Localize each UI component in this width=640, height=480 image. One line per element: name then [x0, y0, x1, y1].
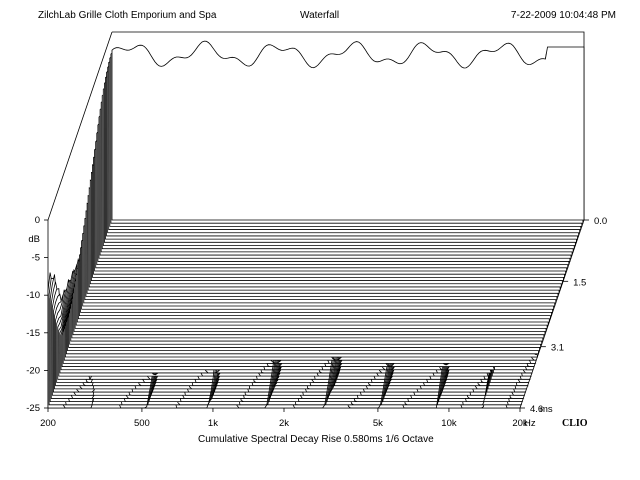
decay-slice — [111, 40, 585, 221]
z-axis-unit: ms — [540, 404, 553, 415]
y-tick-label: 0 — [35, 215, 40, 226]
y-axis-ticks: 0 -5 -10 -15 -20 -25 — [26, 215, 48, 414]
timestamp: 7-22-2009 10:04:48 PM — [510, 10, 616, 21]
y-tick-label: -10 — [26, 290, 40, 301]
chart-title: Waterfall — [300, 10, 340, 21]
z-axis-ticks: 0.0 1.5 3.1 4.6 — [520, 216, 607, 415]
y-tick-label: -25 — [26, 403, 40, 414]
y-tick-label: -15 — [26, 328, 40, 339]
x-tick-label: 5k — [373, 418, 383, 429]
clio-brand: CLIO — [562, 418, 588, 429]
y-tick-label: -20 — [26, 365, 40, 376]
y-axis-unit: dB — [28, 234, 40, 245]
z-tick-label: 0.0 — [594, 216, 607, 227]
left-top-edge — [47, 31, 113, 221]
x-tick-label: 10k — [441, 418, 457, 429]
x-axis-unit: Hz — [524, 418, 536, 429]
x-tick-label: 2k — [279, 418, 289, 429]
x-tick-label: 1k — [208, 418, 218, 429]
header-left-title: ZilchLab Grille Cloth Emporium and Spa — [38, 10, 217, 21]
caption: Cumulative Spectral Decay Rise 0.580ms 1… — [198, 434, 434, 445]
y-tick-label: -5 — [32, 253, 40, 264]
x-axis-ticks: 200 500 1k 2k 5k 10k 20k — [40, 408, 528, 429]
decay-slices — [47, 40, 585, 409]
z-tick-label: 4.6 — [530, 404, 543, 415]
z-tick-label: 3.1 — [551, 343, 564, 354]
x-tick-label: 200 — [40, 418, 56, 429]
x-tick-label: 500 — [134, 418, 150, 429]
z-tick-label: 1.5 — [573, 277, 586, 288]
x-tick-label: 20k — [512, 418, 528, 429]
